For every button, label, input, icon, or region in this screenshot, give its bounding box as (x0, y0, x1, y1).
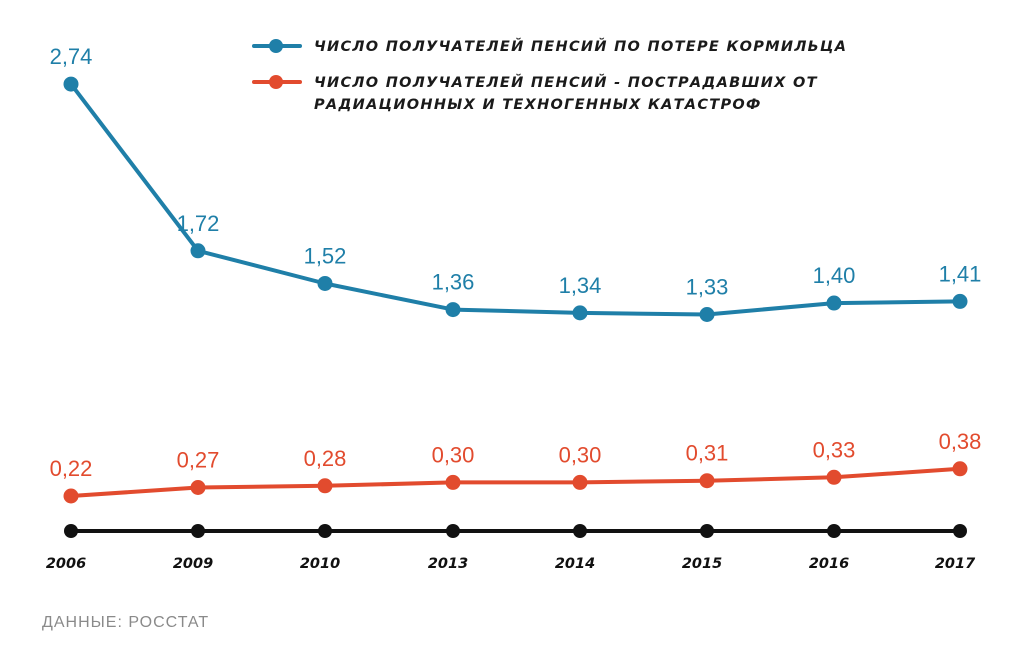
data-point (572, 474, 588, 490)
series-line (70, 466, 961, 498)
data-label: 0,33 (813, 437, 856, 462)
x-axis-tick-dot (700, 524, 714, 538)
x-axis-tick-dot (827, 524, 841, 538)
data-point (826, 295, 842, 311)
legend-item-blue: ЧИСЛО ПОЛУЧАТЕЛЕЙ ПЕНСИЙ ПО ПОТЕРЕ КОРМИ… (252, 36, 964, 58)
data-point (952, 293, 968, 309)
data-point (190, 480, 206, 495)
data-label: 2,74 (50, 44, 93, 69)
x-tick-label: 2014 (555, 556, 595, 572)
data-point (445, 302, 461, 318)
data-label: 1,34 (559, 273, 602, 298)
data-point (317, 275, 333, 291)
data-label: 1,33 (686, 275, 729, 300)
data-label: 0,30 (432, 442, 475, 467)
series-lines: 2,74 1,72 1,52 1,36 1,34 1,33 1,40 1,41 0,22 0,27… (50, 44, 982, 504)
series-line (69, 82, 961, 317)
x-axis-tick-dot (318, 524, 332, 538)
legend-marker-red (252, 75, 302, 89)
legend-label-blue: ЧИСЛО ПОЛУЧАТЕЛЕЙ ПЕНСИЙ ПО ПОТЕРЕ КОРМИ… (314, 39, 848, 55)
data-label: 0,38 (939, 429, 982, 454)
data-label: 1,41 (939, 261, 982, 286)
data-label: 0,28 (304, 446, 347, 471)
data-label: 0,30 (559, 442, 602, 467)
x-tick-label: 2006 (46, 556, 86, 572)
x-tick-label: 2013 (428, 556, 468, 572)
x-axis-tick-dot (446, 524, 460, 538)
data-label: 0,31 (686, 441, 729, 466)
x-tick-label: 2017 (935, 556, 976, 572)
data-point (952, 461, 968, 477)
x-tick-label: 2009 (173, 556, 213, 572)
data-point (699, 307, 715, 322)
data-point (63, 488, 79, 504)
source-note: ДАННЫЕ: РОССТАТ (42, 614, 210, 631)
x-axis-tick-dot (573, 524, 587, 538)
x-axis-tick-dot (191, 524, 205, 538)
x-axis: 2006 2009 2010 2013 2014 2015 2016 2017 (46, 524, 976, 572)
data-label: 1,52 (304, 243, 347, 268)
legend: ЧИСЛО ПОЛУЧАТЕЛЕЙ ПЕНСИЙ ПО ПОТЕРЕ КОРМИ… (252, 36, 964, 130)
legend-label-red: ЧИСЛО ПОЛУЧАТЕЛЕЙ ПЕНСИЙ - ПОСТРАДАВШИХ … (314, 75, 818, 113)
legend-item-red: ЧИСЛО ПОЛУЧАТЕЛЕЙ ПЕНСИЙ - ПОСТРАДАВШИХ … (252, 72, 964, 116)
x-axis-tick-dot (64, 524, 78, 538)
data-point (190, 243, 206, 259)
data-label: 1,72 (177, 211, 220, 236)
data-point (445, 474, 461, 490)
data-label: 0,27 (177, 448, 220, 473)
data-point (826, 469, 842, 485)
legend-marker-blue (252, 39, 302, 53)
x-axis-tick-dot (953, 524, 967, 538)
data-point (317, 478, 333, 494)
data-point (699, 473, 715, 489)
data-label: 1,40 (813, 263, 856, 288)
data-point (63, 76, 79, 92)
data-label: 0,22 (50, 456, 93, 481)
data-label: 1,36 (432, 270, 475, 295)
x-tick-label: 2016 (809, 556, 849, 572)
x-tick-label: 2010 (300, 556, 340, 572)
x-tick-label: 2015 (682, 556, 722, 572)
data-point (572, 305, 588, 321)
